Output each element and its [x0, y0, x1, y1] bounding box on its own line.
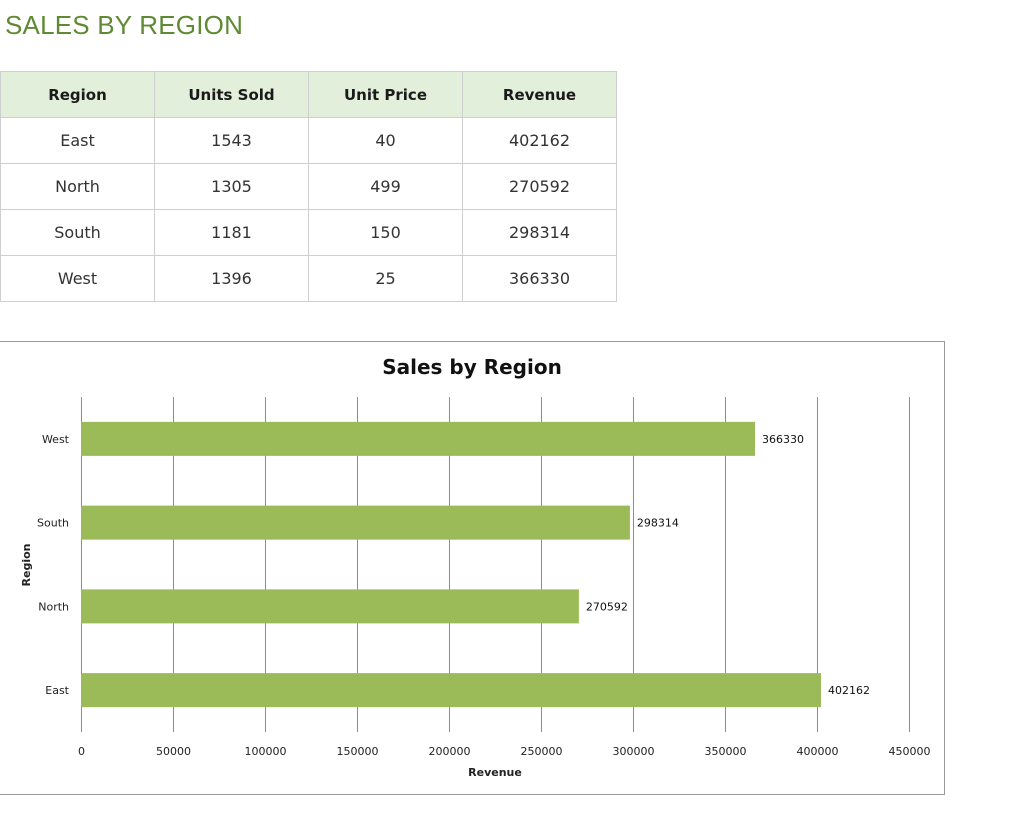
x-tick-label: 200000: [429, 745, 471, 758]
x-tick-label: 400000: [797, 745, 839, 758]
data-labels: 402162 270592 298314 366330: [586, 433, 870, 697]
cell-region: East: [0, 117, 155, 164]
cell-revenue: 270592: [462, 163, 617, 210]
page-title: SALES BY REGION: [5, 10, 244, 40]
table-row: South 1181 150 298314: [0, 209, 617, 256]
bar: [81, 589, 579, 624]
x-tick-label: 250000: [521, 745, 563, 758]
x-tick-label: 50000: [156, 745, 191, 758]
x-tick-labels: 0 50000 100000 150000 200000 250000 300000 3500…: [78, 745, 931, 758]
header-units-sold: Units Sold: [154, 71, 309, 118]
cell-unit-price: 150: [308, 209, 463, 256]
x-tick-label: 350000: [705, 745, 747, 758]
chart-title: Sales by Region: [382, 355, 562, 379]
data-label: 270592: [586, 600, 628, 613]
x-axis-title: Revenue: [468, 766, 522, 779]
table-row: North 1305 499 270592: [0, 163, 617, 210]
bar: [81, 421, 756, 456]
bar-chart: Sales by Region 402162 270592 298314 366330…: [20, 355, 931, 779]
cell-units-sold: 1396: [154, 255, 309, 302]
cell-revenue: 402162: [462, 117, 617, 164]
cell-units-sold: 1543: [154, 117, 309, 164]
y-axis-title: Region: [20, 544, 33, 587]
table-row: East 1543 40 402162: [0, 117, 617, 164]
chart-frame[interactable]: Sales by Region 402162 270592 298314 366330…: [0, 341, 945, 795]
bars: [81, 421, 821, 708]
data-label: 402162: [828, 684, 870, 697]
header-revenue: Revenue: [462, 71, 617, 118]
x-tick-label: 100000: [245, 745, 287, 758]
cell-region: South: [0, 209, 155, 256]
category-label: South: [37, 517, 69, 530]
cell-unit-price: 40: [308, 117, 463, 164]
category-label: East: [45, 684, 69, 697]
data-label: 298314: [637, 517, 679, 530]
table-row: West 1396 25 366330: [0, 255, 617, 302]
x-tick-label: 300000: [613, 745, 655, 758]
cell-unit-price: 25: [308, 255, 463, 302]
cell-region: North: [0, 163, 155, 210]
sales-table: Region Units Sold Unit Price Revenue Eas…: [0, 71, 617, 302]
cell-unit-price: 499: [308, 163, 463, 210]
bar: [81, 505, 630, 540]
cell-revenue: 298314: [462, 209, 617, 256]
cell-region: West: [0, 255, 155, 302]
cell-revenue: 366330: [462, 255, 617, 302]
x-tick-label: 450000: [889, 745, 931, 758]
x-tick-label: 150000: [337, 745, 379, 758]
category-label: West: [42, 433, 70, 446]
category-labels: East North South West: [37, 433, 70, 697]
table-header-row: Region Units Sold Unit Price Revenue: [0, 71, 617, 118]
data-label: 366330: [762, 433, 804, 446]
category-label: North: [38, 600, 69, 613]
x-tick-label: 0: [78, 745, 85, 758]
cell-units-sold: 1305: [154, 163, 309, 210]
bar: [81, 673, 821, 708]
header-region: Region: [0, 71, 155, 118]
cell-units-sold: 1181: [154, 209, 309, 256]
header-unit-price: Unit Price: [308, 71, 463, 118]
